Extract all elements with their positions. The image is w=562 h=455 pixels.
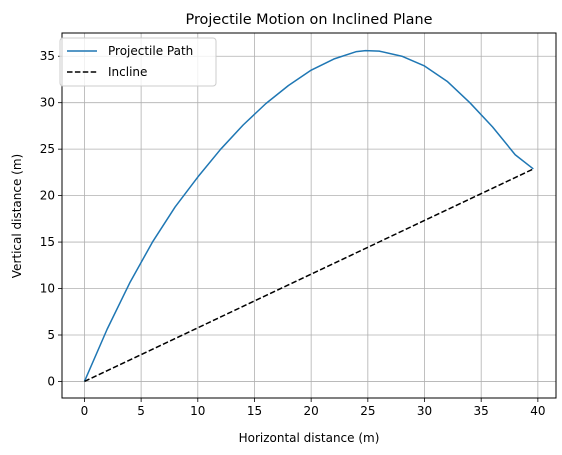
x-tick-label: 25 [360, 404, 375, 418]
legend-box [59, 37, 217, 87]
x-tick-label: 35 [474, 404, 489, 418]
x-axis-label: Horizontal distance (m) [239, 431, 380, 445]
y-tick-label: 5 [47, 328, 55, 342]
x-tick-label: 20 [304, 404, 319, 418]
x-tick-label: 10 [190, 404, 205, 418]
x-tick-label: 5 [137, 404, 145, 418]
legend-label-projectile-path: Projectile Path [108, 44, 193, 58]
x-tick-label: 40 [530, 404, 545, 418]
legend: Projectile Path Incline [59, 37, 217, 87]
series-layer [83, 49, 534, 383]
x-tick-label: 30 [417, 404, 432, 418]
x-ticks: 0 5 10 15 20 25 30 35 40 [81, 398, 546, 418]
y-axis-label: Vertical distance (m) [10, 154, 24, 278]
chart-title: Projectile Motion on Inclined Plane [186, 12, 433, 28]
y-tick-label: 30 [40, 96, 55, 110]
y-tick-label: 25 [40, 142, 55, 156]
series-line-incline [84, 168, 534, 383]
y-ticks: 0 5 10 15 20 25 30 35 [40, 49, 62, 388]
plot-area-frame [61, 32, 557, 399]
y-tick-label: 0 [47, 374, 55, 388]
y-tick-label: 35 [40, 49, 55, 63]
grid [62, 33, 556, 398]
x-tick-label: 0 [81, 404, 89, 418]
y-tick-label: 10 [40, 282, 55, 296]
y-tick-label: 15 [40, 235, 55, 249]
legend-label-incline: Incline [108, 65, 147, 79]
y-tick-label: 20 [40, 189, 55, 203]
series-line-projectile-path [83, 49, 534, 382]
x-tick-label: 15 [247, 404, 262, 418]
